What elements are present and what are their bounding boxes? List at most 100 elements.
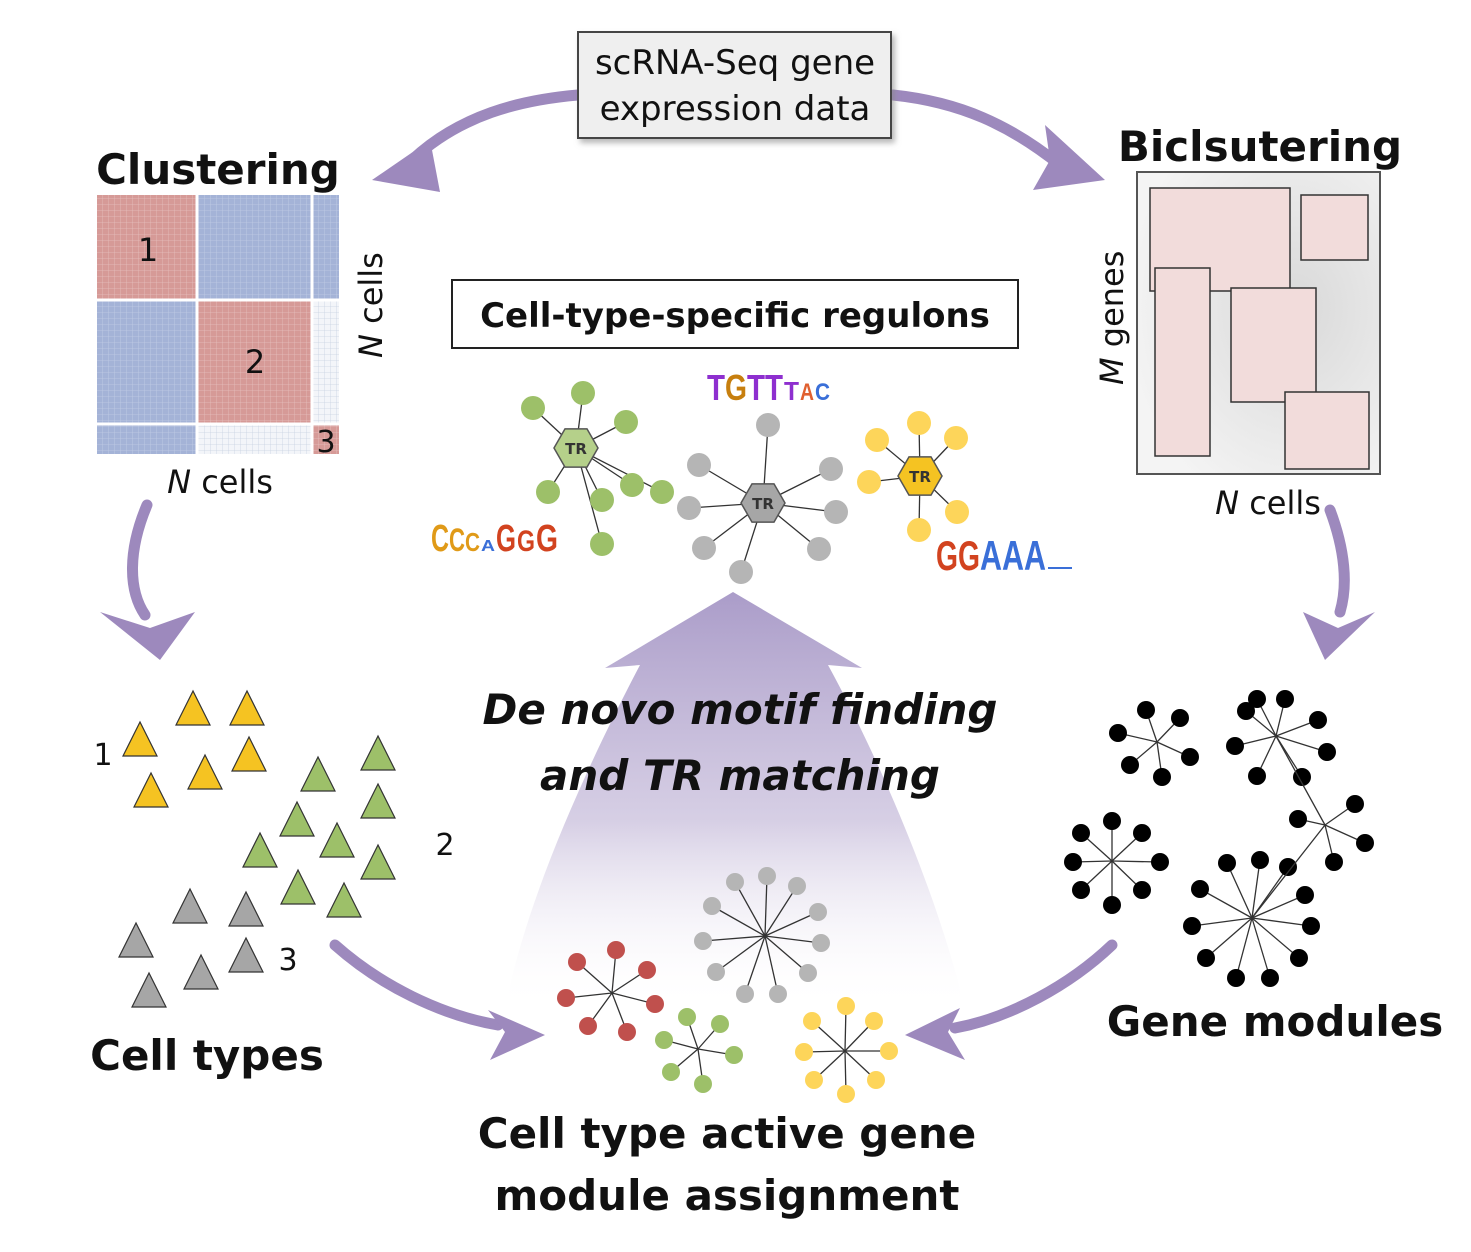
regulons-title-box <box>451 279 1019 349</box>
gene-node <box>1226 737 1244 755</box>
gene-node <box>907 518 931 542</box>
gene-node <box>725 1046 743 1064</box>
gene-node <box>1103 812 1121 830</box>
source-box-line2: expression data <box>600 89 871 129</box>
cell-triangle-type2 <box>300 755 336 792</box>
motif-right-letter: G <box>936 532 958 579</box>
motif-logo-top: T G T T T A C <box>707 367 830 408</box>
gene-node <box>1151 853 1169 871</box>
network-edge <box>1235 917 1253 979</box>
clustering-title: Clustering <box>96 145 340 194</box>
network-edge <box>1251 917 1300 959</box>
gene-node <box>678 1008 696 1026</box>
cell-triangle-type1 <box>122 720 158 757</box>
motif-top-letter: C <box>815 379 830 406</box>
gene-node <box>703 897 721 915</box>
tr-hub <box>740 483 786 523</box>
network-edge <box>1275 735 1326 826</box>
regulon-gray: TR <box>677 413 848 584</box>
gene-node <box>1072 824 1090 842</box>
gene-node <box>1289 810 1307 828</box>
cell-triangle-type2 <box>242 831 278 868</box>
network-edge <box>1251 917 1271 979</box>
network-edge <box>1226 862 1253 919</box>
tr-hub-label: TR <box>565 440 587 458</box>
assignment-networks <box>557 867 898 1103</box>
regulon-networks: TR TR TR <box>521 381 969 584</box>
assignment-line2: module assignment <box>494 1171 959 1220</box>
cell-group-label-3: 3 <box>278 943 297 978</box>
cell-triangle-type2 <box>319 821 355 858</box>
gene-node <box>521 396 545 420</box>
cell-triangle-type1 <box>231 735 267 772</box>
gene-node <box>579 1017 597 1035</box>
gene-node <box>1121 756 1139 774</box>
gene-node <box>557 989 575 1007</box>
gene-node <box>799 964 817 982</box>
gene-node <box>1237 702 1255 720</box>
network-edge <box>764 935 809 974</box>
gene-node <box>568 953 586 971</box>
assignment-module-gray <box>694 867 830 1003</box>
motif-left-letter: C <box>431 518 449 560</box>
gene-node <box>812 934 830 952</box>
network-edge <box>764 885 798 937</box>
gene-node <box>677 496 701 520</box>
gene-node <box>807 537 831 561</box>
gene-node <box>1137 701 1155 719</box>
cell-triangle-type1 <box>187 753 223 790</box>
motif-logo-left: C C C A G G G <box>431 518 558 560</box>
source-data-box: scRNA-Seq gene expression data <box>577 31 892 139</box>
assignment-module-green <box>655 1008 743 1093</box>
gene-node <box>687 453 711 477</box>
cell-types-panel: 1 2 3 Cell types <box>90 689 455 1080</box>
gene-node <box>1171 709 1189 727</box>
cell-types-title: Cell types <box>90 1031 324 1080</box>
gene-node <box>824 500 848 524</box>
gene-node <box>867 1071 885 1089</box>
network-edge <box>764 935 822 944</box>
arrow-modules-to-assignment <box>949 939 1118 1034</box>
gene-node <box>736 985 754 1003</box>
gene-node <box>638 961 656 979</box>
gene-node <box>1302 917 1320 935</box>
network-edge <box>764 935 779 995</box>
cluster-label-2: 2 <box>245 343 265 381</box>
biclustering-title: Biclsutering <box>1118 122 1402 171</box>
gene-node <box>646 995 664 1013</box>
motif-left-letter: G <box>536 518 558 560</box>
motif-top-letter: A <box>800 379 814 406</box>
gene-node <box>1276 690 1294 708</box>
gene-node <box>907 411 931 435</box>
gene-node <box>620 473 644 497</box>
gene-node <box>655 1031 673 1049</box>
gene-node <box>1133 824 1151 842</box>
motif-finding-line2: and TR matching <box>540 751 940 800</box>
gene-node <box>1191 880 1209 898</box>
gene-node <box>944 426 968 450</box>
network-edge <box>744 935 766 995</box>
cycle-arrowheads <box>100 125 1375 1060</box>
network-edge <box>1251 917 1312 927</box>
bicluster-blocks <box>1149 187 1370 470</box>
gene-node <box>837 997 855 1015</box>
motif-top-letter: T <box>784 376 799 406</box>
gene-node <box>711 1015 729 1033</box>
cell-triangle-type2 <box>360 843 396 880</box>
network-edge <box>1199 888 1253 919</box>
motif-finding-line1: De novo motif finding <box>483 685 998 734</box>
gene-node <box>1296 886 1314 904</box>
network-edge <box>1191 917 1253 927</box>
gene-node <box>756 413 780 437</box>
arrow-to-biclustering <box>887 89 1066 171</box>
arrow-celltypes-to-assignment <box>329 939 504 1031</box>
gene-node <box>590 488 614 512</box>
gene-node <box>726 873 744 891</box>
clustering-panel: Clustering 1 2 3 N cells N cells <box>96 145 390 501</box>
gene-node <box>662 1063 680 1081</box>
cell-triangle-type3 <box>228 936 264 973</box>
tr-hub <box>897 456 943 496</box>
gene-node <box>607 941 625 959</box>
source-box-line1: scRNA-Seq gene <box>595 43 875 83</box>
gene-node <box>805 1071 823 1089</box>
